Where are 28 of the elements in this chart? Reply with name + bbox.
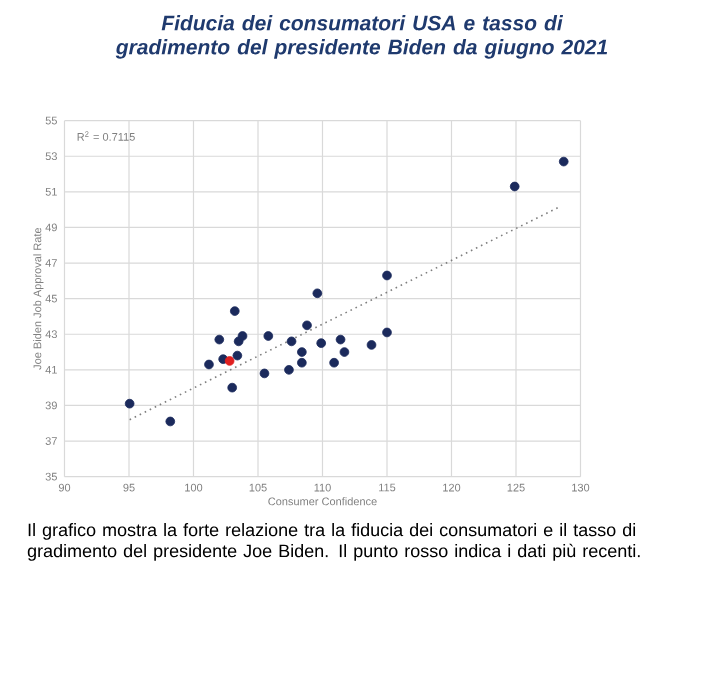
- point: [229, 306, 240, 316]
- point: [316, 338, 326, 348]
- chart-title: Fiducia dei consumatori USA e tasso di gradimento del presidente Biden da giugno 2021: [115, 15, 608, 59]
- point: [297, 347, 307, 357]
- point: [259, 368, 270, 379]
- point: [382, 327, 392, 338]
- point: [302, 320, 312, 331]
- point: [297, 357, 307, 368]
- point: [286, 336, 297, 347]
- point: [165, 416, 176, 427]
- point: [227, 382, 237, 393]
- point: [232, 350, 243, 361]
- point: [237, 331, 248, 341]
- point: [312, 288, 323, 299]
- point: [124, 398, 135, 409]
- point: [214, 334, 225, 345]
- point: [329, 357, 339, 368]
- point: [224, 356, 235, 366]
- text: Il grafico mostra la forte relazione tra la fiducia dei consumatori e il tasso di gradimento del presidente Joe Biden. Il punto rosso indica i dati più recenti.: [27, 523, 640, 561]
- point: [204, 359, 214, 370]
- point: [366, 340, 377, 350]
- point: [335, 334, 346, 345]
- point: [284, 365, 294, 375]
- point: [382, 270, 392, 281]
- point: [263, 331, 274, 341]
- point: [339, 347, 350, 357]
- point: [509, 181, 520, 192]
- point: [558, 156, 569, 167]
